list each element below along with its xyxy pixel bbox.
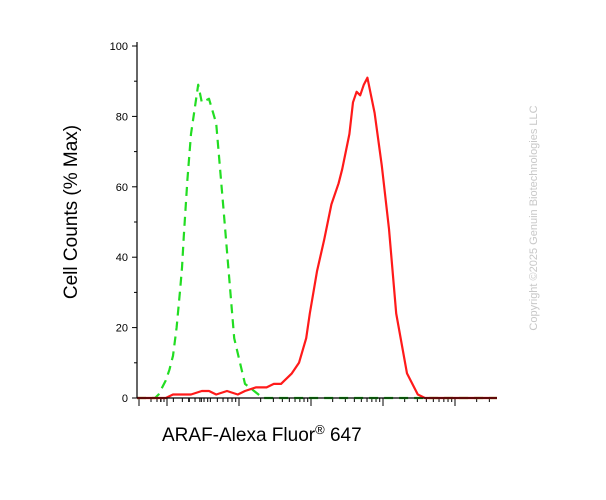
x-axis-label-suffix: 647 [325,425,362,446]
series-layer [137,76,497,400]
y-tick-label: 60 [116,182,128,194]
control-histogram-line [137,83,497,400]
y-axis-label: Cell Counts (% Max) [61,125,82,299]
y-tick-label: 40 [116,252,128,264]
x-axis-ticks [138,398,490,406]
sample-histogram-line [137,76,497,400]
y-tick-label: 80 [116,111,128,123]
y-axis-ticks: 0 20 40 60 80 100 [110,41,137,405]
y-tick-label: 100 [110,41,128,53]
y-tick-label: 20 [116,323,128,335]
x-axis-label-main: ARAF-Alexa Fluor [162,425,316,446]
copyright-watermark: Copyright ©2025 Genuin Biotechnologies L… [528,105,540,330]
y-tick-label: 0 [122,393,128,405]
x-axis-label: ARAF-Alexa Fluor® 647 [162,422,362,446]
x-axis-label-superscript: ® [315,422,325,437]
